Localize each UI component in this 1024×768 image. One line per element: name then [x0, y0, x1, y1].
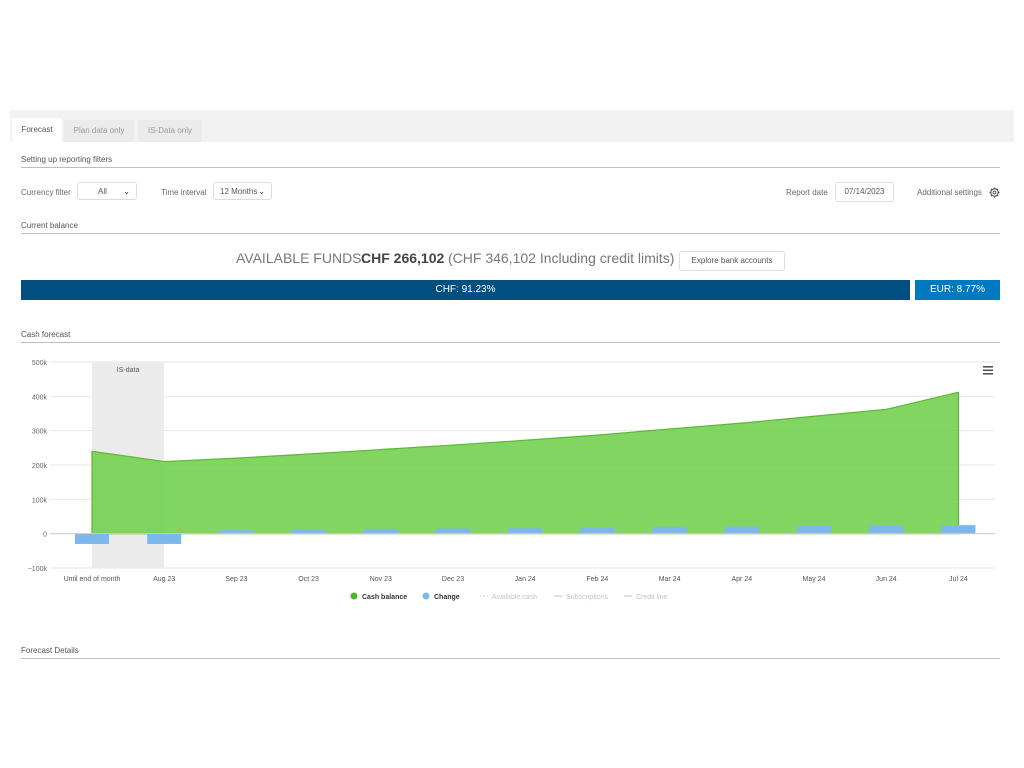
y-tick-label: 0: [43, 532, 47, 539]
currency-filter-select[interactable]: All ⌄: [77, 182, 137, 200]
change-bar: [580, 527, 615, 534]
x-tick-label: Dec 23: [442, 576, 464, 583]
report-date-label: Report date: [786, 188, 828, 197]
currency-filter-label: Currency filter: [21, 188, 71, 197]
x-tick-label: May 24: [803, 576, 826, 583]
explore-bank-accounts-button[interactable]: Explore bank accounts: [679, 251, 785, 271]
change-bar: [436, 528, 470, 534]
gear-icon[interactable]: [989, 187, 1000, 198]
legend-item[interactable]: Change: [422, 592, 460, 602]
change-bar: [219, 530, 254, 534]
cash-balance-area: [91, 391, 959, 535]
x-tick-label: Sep 23: [225, 576, 247, 583]
x-tick-label: Until end of month: [64, 576, 121, 583]
time-interval-value: 12 Months: [220, 187, 258, 196]
change-bar: [869, 525, 904, 534]
change-bar: [363, 528, 398, 534]
x-tick-label: Nov 23: [370, 576, 392, 583]
cash-forecast-title: Cash forecast: [21, 330, 1000, 343]
x-tick-label: Aug 23: [153, 576, 175, 583]
tab-plan-data-only[interactable]: Plan data only: [64, 120, 134, 142]
x-tick-label: Jan 24: [515, 576, 536, 583]
hamburger-menu-icon[interactable]: [983, 366, 993, 375]
available-funds-value: CHF 266,102: [361, 250, 445, 266]
svg-text:Credit line: Credit line: [636, 594, 668, 601]
svg-text:Available cash: Available cash: [492, 594, 537, 601]
change-bar: [75, 533, 109, 544]
x-tick-label: Oct 23: [298, 576, 319, 583]
change-bar: [652, 526, 687, 534]
tab-bar: Forecast Plan data only IS-Data only: [10, 110, 1014, 142]
svg-text:Cash balance: Cash balance: [362, 594, 407, 601]
change-bar: [724, 526, 759, 534]
forecast-panel: Forecast Plan data only IS-Data only Set…: [10, 110, 1014, 659]
report-date-input[interactable]: 07/14/2023: [835, 182, 894, 202]
x-tick-label: Jul 24: [949, 576, 968, 583]
svg-text:Change: Change: [434, 594, 460, 601]
credit-limits-note: (CHF 346,102 Including credit limits): [448, 250, 675, 266]
legend-item[interactable]: Cash balance: [350, 592, 408, 602]
chevron-down-icon: ⌄: [258, 187, 265, 196]
filters-section-title: Setting up reporting filters: [21, 155, 1000, 168]
time-interval-label: Time interval: [161, 188, 207, 197]
current-balance-title: Current balance: [21, 221, 1000, 234]
y-tick-label: −100k: [28, 566, 48, 573]
change-bar: [291, 529, 326, 534]
chevron-down-icon: ⌄: [123, 187, 130, 196]
tab-forecast[interactable]: Forecast: [12, 118, 62, 142]
x-tick-label: Mar 24: [659, 576, 681, 583]
legend-item[interactable]: Subscriptions: [554, 594, 609, 601]
x-tick-label: Apr 24: [731, 576, 752, 583]
y-tick-label: 200k: [32, 463, 48, 470]
time-interval-select[interactable]: 12 Months ⌄: [213, 182, 272, 200]
eur-share-bar: EUR: 8.77%: [915, 280, 1000, 300]
y-tick-label: 300k: [32, 429, 48, 436]
x-tick-label: Feb 24: [587, 576, 609, 583]
y-tick-label: 500k: [32, 360, 48, 367]
available-funds-label: AVAILABLE FUNDS:: [236, 250, 366, 266]
cash-forecast-svg: 500k 400k 300k 200k 100k 0 −100k IS-data Until e…: [28, 360, 995, 602]
legend-item[interactable]: Available cash: [480, 594, 537, 601]
chf-share-bar: CHF: 91.23%: [21, 280, 910, 300]
change-bar: [147, 533, 182, 544]
change-bar: [797, 526, 831, 534]
x-tick-label: Jun 24: [876, 576, 897, 583]
change-bar: [508, 528, 543, 534]
cash-forecast-chart: 500k 400k 300k 200k 100k 0 −100k IS-data Until e…: [10, 350, 1010, 610]
legend-item[interactable]: Credit line: [624, 594, 668, 601]
y-tick-label: 100k: [32, 497, 48, 504]
svg-text:Subscriptions: Subscriptions: [566, 594, 609, 601]
is-data-band-label: IS-data: [117, 367, 140, 374]
additional-settings-link[interactable]: Additional settings: [917, 188, 982, 197]
forecast-details-title: Forecast Details: [21, 646, 1000, 659]
y-tick-label: 400k: [32, 394, 48, 401]
tab-is-data-only[interactable]: IS-Data only: [138, 120, 202, 142]
currency-filter-value: All: [98, 187, 107, 196]
change-bar: [941, 525, 976, 534]
